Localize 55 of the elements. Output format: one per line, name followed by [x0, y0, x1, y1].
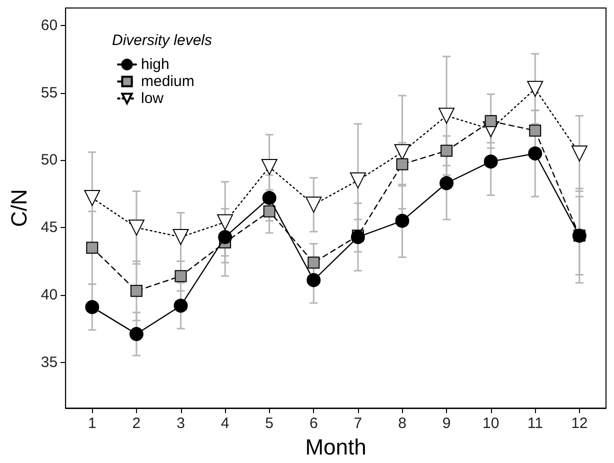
x-tick-label: 7 — [354, 415, 362, 432]
point — [440, 176, 454, 190]
point — [130, 284, 142, 297]
legend-label: medium — [141, 73, 194, 90]
y-tick-label: 40 — [40, 286, 58, 304]
x-tick-label: 12 — [571, 415, 588, 432]
point — [528, 146, 542, 160]
point — [86, 242, 98, 254]
y-tick-label: 50 — [40, 152, 58, 169]
legend-label: high — [141, 56, 170, 73]
point — [308, 256, 320, 269]
point — [484, 115, 497, 128]
point — [84, 190, 100, 206]
point — [262, 190, 276, 205]
y-tick-label: 45 — [40, 219, 58, 236]
y-tick-label: 60 — [40, 17, 58, 34]
x-tick-label: 8 — [398, 415, 406, 432]
point — [529, 124, 542, 137]
x-tick-label: 11 — [527, 415, 543, 432]
point — [263, 205, 276, 218]
x-tick-label: 9 — [442, 415, 451, 432]
x-tick-label: 2 — [132, 415, 141, 432]
point — [174, 298, 188, 313]
point — [306, 273, 321, 288]
point — [217, 214, 234, 230]
point — [571, 145, 588, 162]
x-tick-label: 5 — [265, 415, 274, 432]
point — [438, 108, 455, 124]
point — [395, 214, 410, 228]
point — [172, 229, 189, 246]
y-tick-label: 55 — [40, 84, 58, 102]
point — [85, 300, 100, 314]
legend-title: Diversity levels — [112, 32, 213, 49]
x-axis-title: Month — [305, 434, 366, 460]
point — [394, 144, 410, 160]
point — [527, 80, 544, 97]
point — [350, 230, 365, 244]
point — [129, 327, 144, 342]
x-tick-label: 3 — [176, 415, 185, 432]
legend-label: low — [141, 90, 164, 107]
point — [218, 230, 232, 244]
point — [396, 158, 408, 170]
y-axis-title: C/N — [6, 189, 32, 227]
point — [350, 172, 366, 188]
point — [128, 220, 144, 236]
x-tick-label: 10 — [482, 415, 500, 432]
point — [440, 144, 453, 157]
x-tick-label: 1 — [88, 415, 96, 432]
x-tick-label: 6 — [309, 415, 318, 432]
y-tick-label: 35 — [40, 354, 58, 371]
x-tick-label: 4 — [220, 415, 230, 432]
point — [174, 270, 187, 282]
point — [484, 154, 498, 169]
point — [306, 196, 322, 213]
point — [261, 158, 278, 175]
